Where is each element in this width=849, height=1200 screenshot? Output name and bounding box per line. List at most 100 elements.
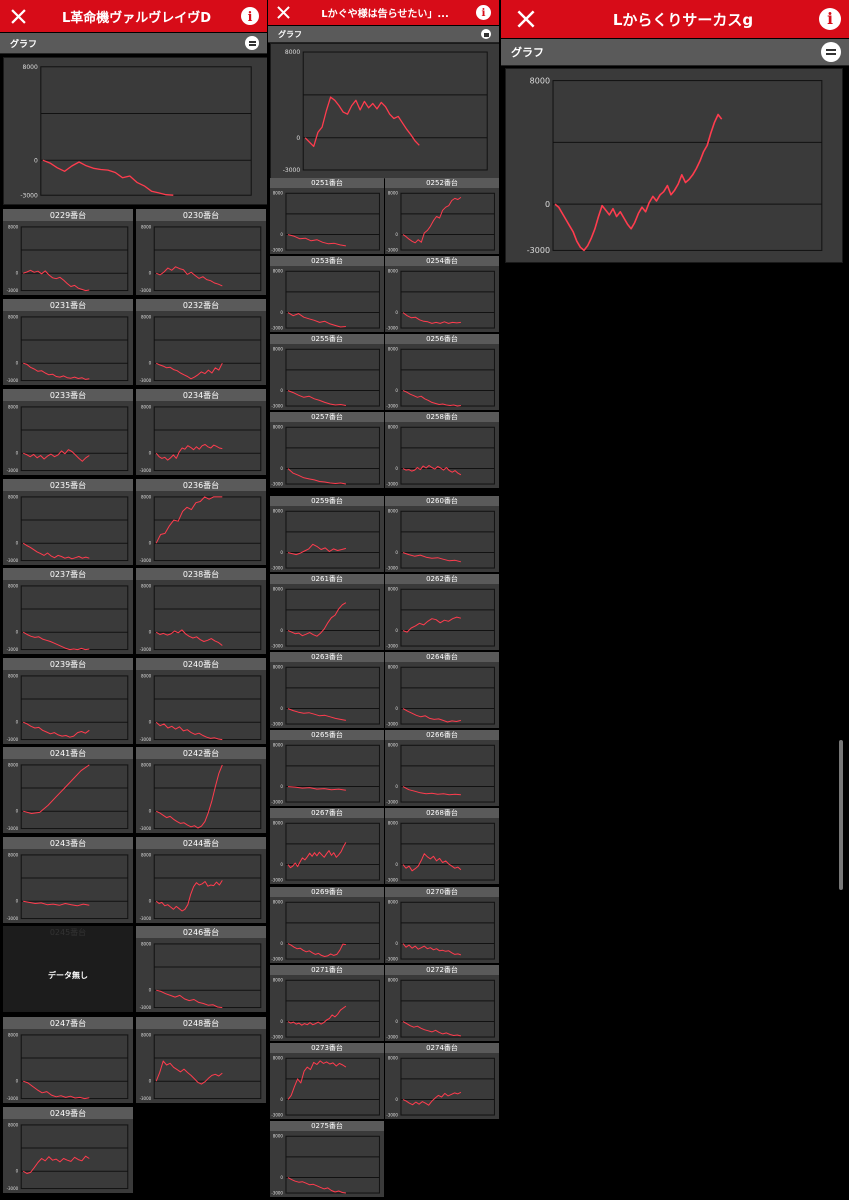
machine-card[interactable]: 0255番台 8000 0 -3000 xyxy=(270,334,384,410)
y-tick-label: 0 xyxy=(149,720,152,725)
y-tick-label: 8000 xyxy=(141,1032,152,1037)
machine-card[interactable]: 0235番台 8000 0 -3000 xyxy=(3,479,133,565)
graph-section-header[interactable]: グラフ xyxy=(501,39,849,66)
close-button[interactable] xyxy=(501,0,551,38)
machine-card[interactable]: 0261番台 8000 0 -3000 xyxy=(270,574,384,650)
machine-card[interactable]: 0229番台 8000 0 -3000 xyxy=(3,209,133,295)
machine-card[interactable]: 0268番台 8000 0 -3000 xyxy=(385,808,499,884)
info-button[interactable]: i xyxy=(241,7,259,25)
machine-card[interactable]: 0264番台 8000 0 -3000 xyxy=(385,652,499,728)
machine-card[interactable]: 0274番台 8000 0 -3000 xyxy=(385,1043,499,1119)
machine-card[interactable]: 0258番台 8000 0 -3000 xyxy=(385,412,499,488)
close-button[interactable] xyxy=(268,0,298,25)
y-tick-label: 8000 xyxy=(8,852,19,857)
plot-frame xyxy=(400,979,495,1038)
machine-number: 0258番台 xyxy=(385,412,499,422)
machine-graph-chart: 8000 0 -3000 xyxy=(271,1134,380,1195)
graph-section-label: グラフ xyxy=(278,29,302,39)
machine-card[interactable]: 0230番台 8000 0 -3000 xyxy=(136,209,266,295)
machine-card[interactable]: 0269番台 8000 0 -3000 xyxy=(270,887,384,963)
series-line xyxy=(156,266,223,287)
machine-card[interactable]: 0253番台 8000 0 -3000 xyxy=(270,256,384,332)
plot-frame xyxy=(40,66,252,196)
machine-card[interactable]: 0275番台 8000 0 -3000 xyxy=(270,1121,384,1197)
machine-card[interactable]: 0246番台 8000 0 -3000 xyxy=(136,926,266,1012)
machine-card[interactable]: 0239番台 8000 0 -3000 xyxy=(3,658,133,744)
machine-number: 0270番台 xyxy=(385,887,499,897)
machine-card[interactable]: 0262番台 8000 0 -3000 xyxy=(385,574,499,650)
machine-card[interactable]: 0244番台 8000 0 -3000 xyxy=(136,837,266,923)
machine-card[interactable]: 0233番台 8000 0 -3000 xyxy=(3,389,133,475)
plot-frame xyxy=(20,675,129,741)
main-graph: 8000 0 -3000 xyxy=(270,43,499,179)
plot-frame xyxy=(285,1135,380,1194)
collapse-icon[interactable] xyxy=(821,42,841,62)
machine-card[interactable]: 0259番台 8000 0 -3000 xyxy=(270,496,384,572)
machine-card[interactable]: 0243番台 8000 0 -3000 xyxy=(3,837,133,923)
machine-card[interactable]: 0249番台 8000 0 -3000 xyxy=(3,1107,133,1193)
machine-card[interactable]: 0232番台 8000 0 -3000 xyxy=(136,299,266,385)
machine-card[interactable]: 0273番台 8000 0 -3000 xyxy=(270,1043,384,1119)
machine-card[interactable]: 0242番台 8000 0 -3000 xyxy=(136,747,266,833)
y-tick-label: 8000 xyxy=(141,583,152,588)
plot-frame xyxy=(400,588,495,647)
info-icon: i xyxy=(247,8,253,24)
machine-card[interactable]: 0271番台 8000 0 -3000 xyxy=(270,965,384,1041)
y-tick-label: 0 xyxy=(149,541,152,546)
plot-frame xyxy=(153,764,262,830)
machine-card[interactable]: 0260番台 8000 0 -3000 xyxy=(385,496,499,572)
graph-section-header[interactable]: グラフ xyxy=(0,33,267,54)
machine-card[interactable]: 0231番台 8000 0 -3000 xyxy=(3,299,133,385)
machine-card[interactable]: 0266番台 8000 0 -3000 xyxy=(385,730,499,806)
y-tick-label: 8000 xyxy=(388,821,399,826)
machine-card[interactable]: 0238番台 8000 0 -3000 xyxy=(136,568,266,654)
y-tick-label: -3000 xyxy=(7,468,19,473)
plot-frame xyxy=(285,979,380,1038)
machine-card[interactable]: 0252番台 8000 0 -3000 xyxy=(385,178,499,254)
y-tick-label: -3000 xyxy=(271,721,283,726)
y-tick-label: 0 xyxy=(280,706,283,711)
y-tick-label: -3000 xyxy=(271,565,283,570)
machine-number: 0238番台 xyxy=(136,568,266,580)
machine-card[interactable]: 0251番台 8000 0 -3000 xyxy=(270,178,384,254)
machine-card[interactable]: 0263番台 8000 0 -3000 xyxy=(270,652,384,728)
collapse-icon[interactable] xyxy=(481,29,491,39)
machine-card[interactable]: 0265番台 8000 0 -3000 xyxy=(270,730,384,806)
y-tick-label: 0 xyxy=(545,200,550,209)
machine-card[interactable]: 0257番台 8000 0 -3000 xyxy=(270,412,384,488)
machine-card[interactable]: 0240番台 8000 0 -3000 xyxy=(136,658,266,744)
y-tick-label: 0 xyxy=(296,135,300,142)
machine-card[interactable]: 0245番台 データ無し xyxy=(3,926,133,1012)
y-tick-label: 0 xyxy=(395,706,398,711)
machine-card[interactable]: 0270番台 8000 0 -3000 xyxy=(385,887,499,963)
collapse-icon[interactable] xyxy=(245,36,259,50)
machine-number: 0273番台 xyxy=(270,1043,384,1053)
machine-card[interactable]: 0254番台 8000 0 -3000 xyxy=(385,256,499,332)
graph-section-header[interactable]: グラフ xyxy=(268,26,499,43)
y-tick-label: 8000 xyxy=(23,64,38,71)
page-title: L革命機ヴァルヴレイヴD xyxy=(61,10,212,26)
info-button[interactable]: i xyxy=(819,8,841,30)
machine-graph-chart: 8000 0 -3000 xyxy=(271,665,380,726)
series-line xyxy=(22,631,90,651)
y-tick-label: -3000 xyxy=(140,1096,152,1101)
machine-card[interactable]: 0241番台 8000 0 -3000 xyxy=(3,747,133,833)
machine-graph-chart: 8000 0 -3000 xyxy=(386,347,495,408)
y-tick-label: -3000 xyxy=(140,826,152,831)
machine-card[interactable]: 0234番台 8000 0 -3000 xyxy=(136,389,266,475)
machine-card[interactable]: 0256番台 8000 0 -3000 xyxy=(385,334,499,410)
machine-card[interactable]: 0272番台 8000 0 -3000 xyxy=(385,965,499,1041)
machine-card[interactable]: 0237番台 8000 0 -3000 xyxy=(3,568,133,654)
machine-card[interactable]: 0248番台 8000 0 -3000 xyxy=(136,1017,266,1103)
machine-card[interactable]: 0267番台 8000 0 -3000 xyxy=(270,808,384,884)
plot-frame xyxy=(20,406,129,472)
machine-card[interactable]: 0247番台 8000 0 -3000 xyxy=(3,1017,133,1103)
y-tick-label: 0 xyxy=(395,310,398,315)
plot-frame xyxy=(400,510,495,569)
machine-card[interactable]: 0236番台 8000 0 -3000 xyxy=(136,479,266,565)
scrollbar[interactable] xyxy=(839,740,843,890)
close-button[interactable] xyxy=(0,0,36,32)
main-graph-chart: 8000 0 -3000 xyxy=(283,49,488,174)
info-button[interactable]: i xyxy=(476,5,491,20)
machine-number: 0236番台 xyxy=(136,479,266,491)
